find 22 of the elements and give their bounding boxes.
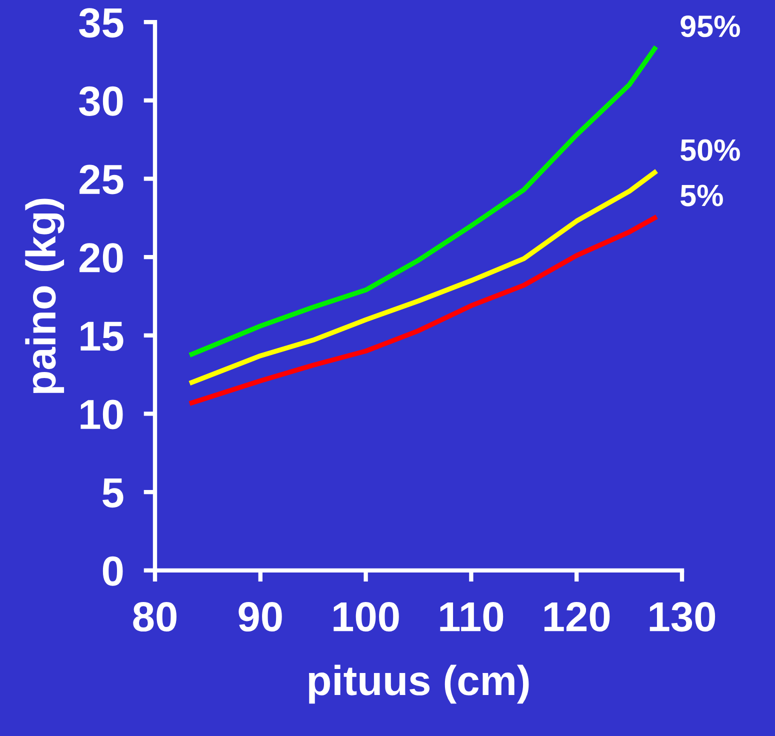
x-tick-label: 120 xyxy=(544,602,610,632)
line-series xyxy=(189,215,658,406)
x-tick-label: 80 xyxy=(133,602,176,632)
series-label: 5% xyxy=(680,184,723,206)
x-axis-title: pituus (cm) xyxy=(308,664,529,704)
y-tick-label: 15 xyxy=(80,322,124,351)
y-tick-label: 35 xyxy=(79,8,124,38)
line-series xyxy=(189,46,658,357)
y-tick-label: 25 xyxy=(80,164,124,194)
x-tick-label: 130 xyxy=(650,602,716,632)
y-tick-label: 20 xyxy=(80,243,123,273)
y-tick-label: 5 xyxy=(102,478,124,508)
y-tick-label: 30 xyxy=(79,86,123,116)
y-tick-label: 10 xyxy=(80,400,123,430)
series-label: 50% xyxy=(680,139,740,161)
x-tick-label: 90 xyxy=(238,602,282,632)
series-label: 95% xyxy=(680,15,740,38)
x-tick-label: 100 xyxy=(334,602,399,632)
y-axis-title: paino (kg) xyxy=(25,198,64,394)
x-tick-label: 110 xyxy=(440,602,504,632)
line-series xyxy=(189,170,658,385)
y-tick-label: 0 xyxy=(102,556,123,586)
